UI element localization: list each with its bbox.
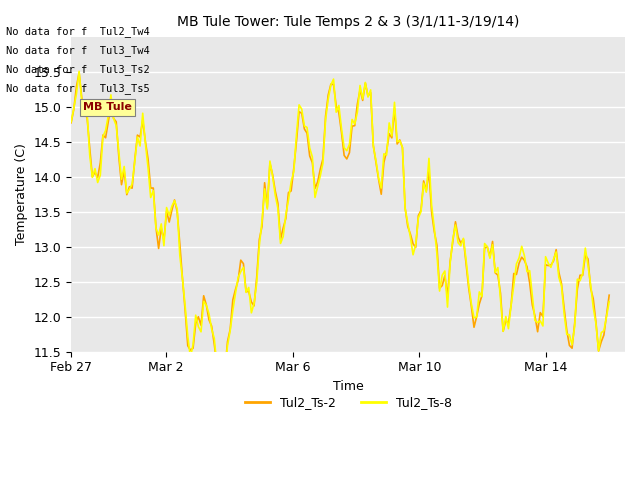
Text: MB Tule: MB Tule — [83, 102, 132, 112]
Text: No data for f  Tul3_Ts2: No data for f Tul3_Ts2 — [6, 64, 150, 75]
Text: No data for f  Tul2_Tw4: No data for f Tul2_Tw4 — [6, 25, 150, 36]
Legend: Tul2_Ts-2, Tul2_Ts-8: Tul2_Ts-2, Tul2_Ts-8 — [239, 392, 456, 414]
Text: No data for f  Tul3_Ts5: No data for f Tul3_Ts5 — [6, 83, 150, 94]
Y-axis label: Temperature (C): Temperature (C) — [15, 144, 28, 245]
Text: No data for f  Tul3_Tw4: No data for f Tul3_Tw4 — [6, 45, 150, 56]
X-axis label: Time: Time — [333, 380, 364, 393]
Title: MB Tule Tower: Tule Temps 2 & 3 (3/1/11-3/19/14): MB Tule Tower: Tule Temps 2 & 3 (3/1/11-… — [177, 15, 519, 29]
